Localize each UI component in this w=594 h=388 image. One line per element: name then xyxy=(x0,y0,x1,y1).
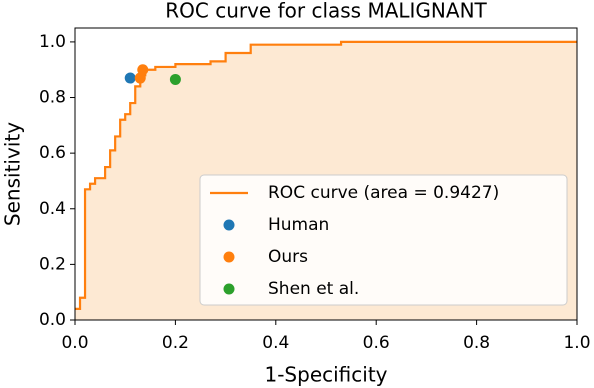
x-tick-label: 0.4 xyxy=(262,333,289,353)
x-tick-label: 0.8 xyxy=(463,333,490,353)
legend-box xyxy=(199,174,568,306)
point xyxy=(124,72,136,84)
y-tick-label: 0.8 xyxy=(39,88,66,108)
legend-marker xyxy=(223,283,235,295)
x-tick-label: 0.2 xyxy=(162,333,189,353)
y-tick-label: 0.0 xyxy=(39,310,66,330)
point xyxy=(137,64,149,76)
point xyxy=(169,73,181,85)
y-tick-label: 0.6 xyxy=(39,143,66,163)
legend-label: Shen et al. xyxy=(268,279,359,299)
y-tick-label: 1.0 xyxy=(39,32,66,52)
roc-line xyxy=(75,40,577,310)
legend-marker xyxy=(223,219,235,231)
chart-title: ROC curve for class MALIGNANT xyxy=(165,0,487,23)
x-axis-label: 1-Specificity xyxy=(264,363,387,387)
x-tick-label: 0.6 xyxy=(363,333,390,353)
legend-label: Human xyxy=(268,215,329,235)
legend-label: Ours xyxy=(268,247,308,267)
x-tick-label: 1.0 xyxy=(563,333,590,353)
legend-label: ROC curve (area = 0.9427) xyxy=(268,183,499,203)
y-axis-label: Sensitivity xyxy=(1,122,25,226)
point xyxy=(134,72,146,84)
axes-frame xyxy=(74,27,578,321)
x-tick-label: 0.0 xyxy=(61,333,88,353)
legend-marker xyxy=(223,251,235,263)
y-tick-label: 0.2 xyxy=(39,254,66,274)
y-tick-label: 0.4 xyxy=(39,199,66,219)
